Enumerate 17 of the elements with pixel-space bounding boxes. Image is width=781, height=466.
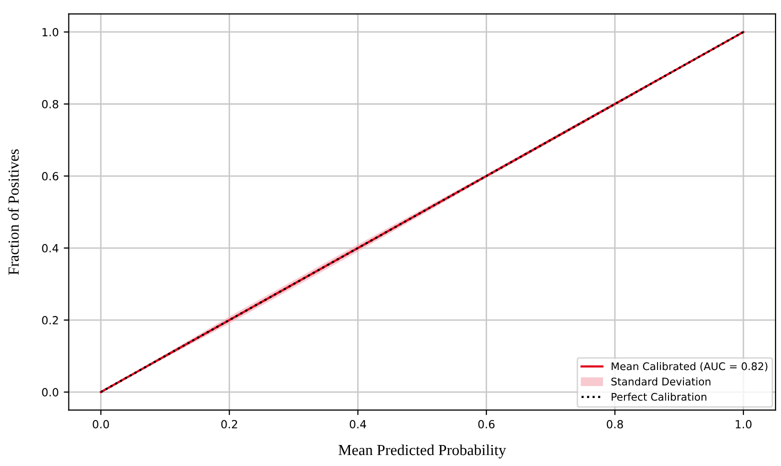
y-tick-label: 1.0 (42, 28, 58, 36)
legend-label: Standard Deviation (611, 377, 710, 386)
x-tick-label: 0.6 (478, 420, 495, 428)
y-tick-label: 0.2 (42, 316, 58, 324)
y-tick-label: 0.4 (42, 244, 58, 252)
y-tick-label: 0.8 (42, 100, 58, 108)
y-tick-label: 0.6 (42, 172, 58, 180)
x-axis-title: Mean Predicted Probability (338, 444, 506, 458)
y-axis-title: Fraction of Positives (8, 149, 19, 275)
y-tick-label: 0.0 (42, 388, 58, 396)
x-tick-label: 1.0 (736, 420, 752, 428)
x-tick-label: 0.0 (92, 420, 109, 428)
x-tick-label: 0.8 (606, 420, 623, 428)
x-tick-label: 0.4 (350, 420, 366, 428)
legend-label: Perfect Calibration (612, 392, 706, 401)
x-tick-label: 0.2 (221, 420, 238, 428)
legend-label: Mean Calibrated (AUC = 0.82) (612, 362, 768, 372)
